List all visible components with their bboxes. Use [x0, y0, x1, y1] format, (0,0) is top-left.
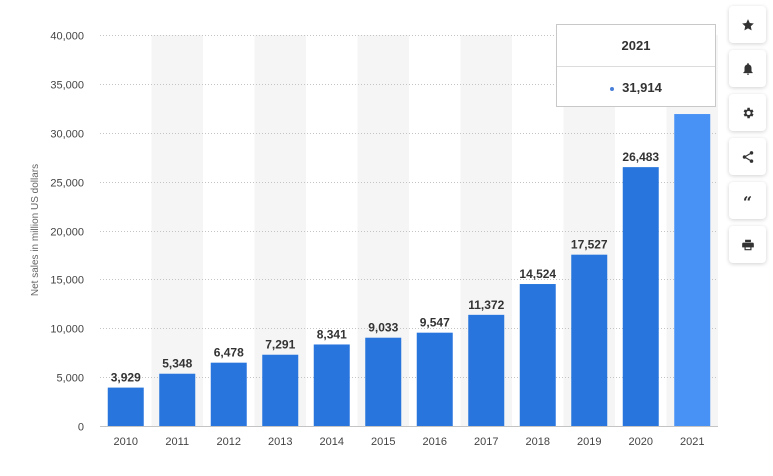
x-tick-label: 2012	[217, 436, 241, 448]
series-dot-icon	[610, 86, 615, 91]
x-tick-label: 2018	[526, 436, 550, 448]
data-label: 3,929	[111, 371, 141, 385]
bar[interactable]	[313, 344, 350, 426]
x-tick-label: 2019	[577, 436, 601, 448]
notification-button[interactable]	[729, 50, 766, 87]
x-tick-label: 2010	[114, 436, 138, 448]
bar[interactable]	[210, 362, 247, 426]
x-tick-label: 2015	[371, 436, 395, 448]
favorite-button[interactable]	[729, 6, 766, 43]
bell-icon	[742, 62, 753, 75]
data-label: 26,483	[622, 150, 659, 164]
bar[interactable]	[571, 254, 608, 426]
x-tick-label: 2011	[165, 436, 189, 448]
bar[interactable]	[365, 337, 402, 426]
star-icon	[741, 18, 754, 30]
y-tick-label: 30,000	[50, 129, 84, 141]
quote-icon: “	[742, 192, 753, 212]
bar[interactable]	[107, 387, 144, 426]
print-icon	[741, 239, 754, 250]
tooltip: 2021 31,914	[556, 24, 716, 107]
data-labels: 3,929 5,348 6,478 7,291 8,341 9,033 9,547 11,37…	[111, 150, 660, 384]
y-tick-label: 5,000	[56, 373, 84, 385]
x-tick-label: 2016	[423, 436, 447, 448]
x-tick-label: 2017	[474, 436, 498, 448]
y-tick-label: 15,000	[50, 275, 84, 287]
y-axis-label: Net sales in million US dollars	[30, 164, 41, 296]
share-icon	[742, 150, 753, 163]
bars	[107, 114, 711, 427]
x-axis-ticks: 2010 2011 2012 2013 2014 2015 2016 2017 2018 2019…	[114, 436, 705, 448]
y-tick-label: 35,000	[50, 80, 84, 92]
y-tick-label: 40,000	[50, 31, 84, 43]
data-label: 9,033	[368, 321, 398, 335]
y-tick-label: 0	[78, 422, 84, 434]
tooltip-value-row: 31,914	[557, 67, 715, 108]
data-label: 8,341	[317, 327, 347, 341]
settings-button[interactable]	[729, 94, 766, 131]
y-tick-label: 25,000	[50, 178, 84, 190]
share-button[interactable]	[729, 138, 766, 175]
bar[interactable]	[159, 373, 196, 426]
data-label: 6,478	[214, 346, 244, 360]
data-label: 14,524	[519, 267, 556, 281]
bar[interactable]	[674, 114, 711, 426]
x-tick-label: 2020	[629, 436, 653, 448]
gridlines	[100, 35, 718, 378]
data-label: 17,527	[571, 238, 608, 252]
data-label: 9,547	[420, 316, 450, 330]
data-label: 7,291	[265, 338, 295, 352]
x-tick-label: 2013	[268, 436, 292, 448]
print-button[interactable]	[729, 226, 766, 263]
bar[interactable]	[262, 354, 299, 426]
bar[interactable]	[622, 167, 659, 427]
band	[151, 35, 203, 426]
y-axis-ticks: 0 5,000 10,000 15,000 20,000 25,000 30,000 35,0…	[50, 31, 84, 434]
data-label: 11,372	[468, 298, 504, 312]
bar[interactable]	[468, 314, 505, 426]
bar[interactable]	[416, 332, 453, 426]
gear-icon	[743, 107, 754, 118]
tooltip-value: 31,914	[622, 80, 662, 95]
cite-button[interactable]: “	[729, 182, 766, 219]
data-label: 5,348	[162, 357, 192, 371]
y-tick-label: 20,000	[50, 227, 84, 239]
y-tick-label: 10,000	[50, 324, 84, 336]
x-tick-label: 2014	[320, 436, 344, 448]
bar[interactable]	[519, 284, 556, 426]
x-tick-label: 2021	[680, 436, 704, 448]
tooltip-year: 2021	[557, 25, 715, 67]
